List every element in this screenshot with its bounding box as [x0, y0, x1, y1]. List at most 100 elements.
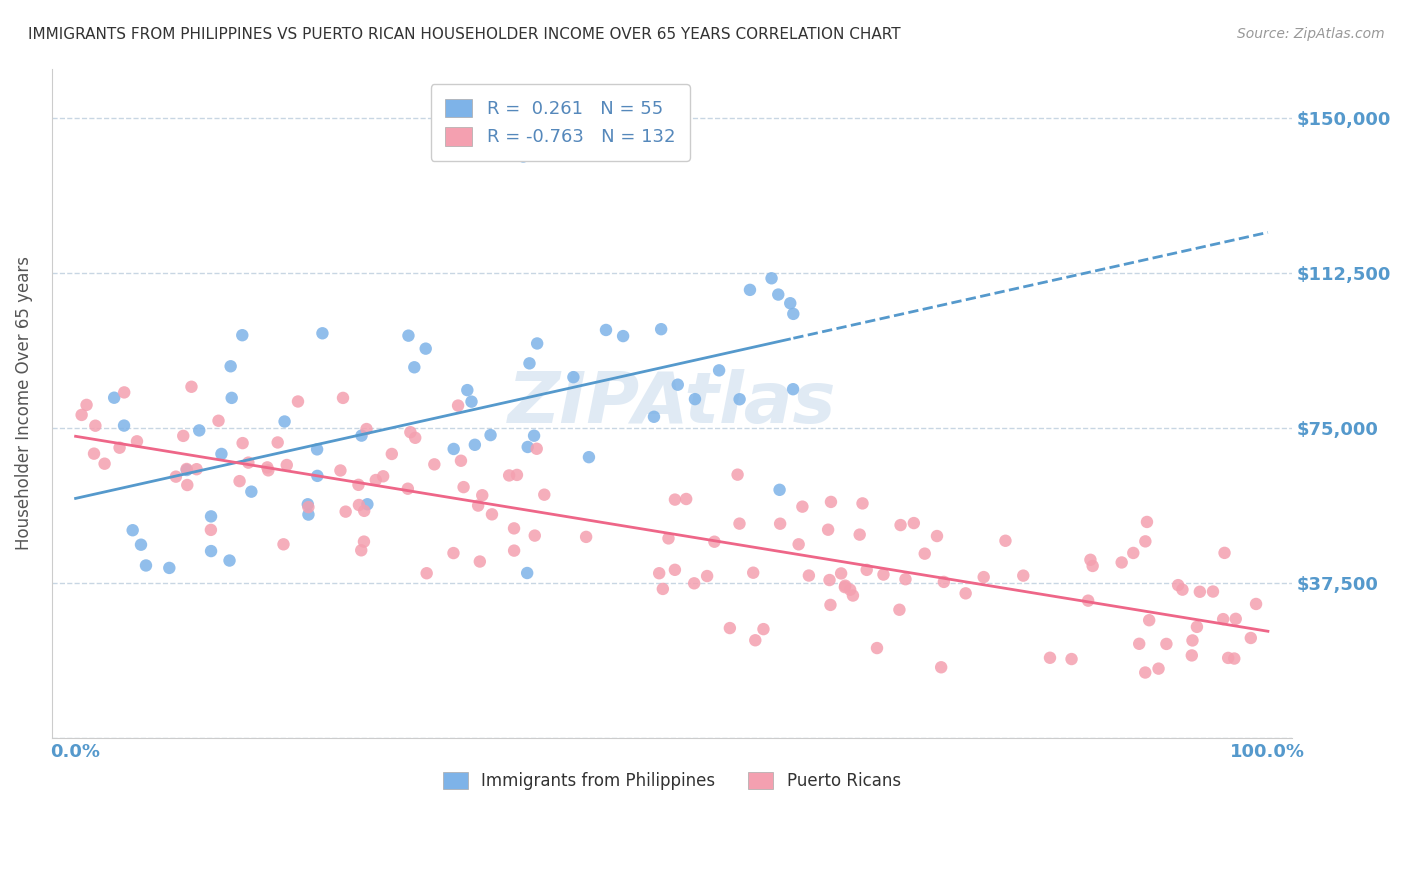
- Point: [396, 482, 419, 496]
- Point: [1181, 648, 1204, 663]
- Legend: Immigrants from Philippines, Puerto Ricans: Immigrants from Philippines, Puerto Rica…: [429, 759, 914, 804]
- Point: [578, 450, 600, 465]
- Point: [890, 518, 912, 533]
- Point: [350, 428, 373, 442]
- Point: [165, 469, 187, 483]
- Point: [650, 322, 672, 336]
- Point: [443, 442, 465, 456]
- Point: [769, 516, 792, 531]
- Point: [1171, 582, 1194, 597]
- Point: [1135, 665, 1157, 680]
- Point: [742, 566, 765, 580]
- Point: [267, 435, 290, 450]
- Point: [866, 641, 889, 656]
- Point: [562, 370, 585, 384]
- Point: [929, 660, 952, 674]
- Point: [1077, 593, 1099, 607]
- Point: [1181, 633, 1204, 648]
- Point: [353, 534, 375, 549]
- Point: [683, 392, 706, 406]
- Point: [307, 442, 329, 457]
- Point: [415, 566, 437, 581]
- Point: [994, 533, 1017, 548]
- Point: [1156, 637, 1178, 651]
- Point: [125, 434, 148, 449]
- Point: [453, 480, 475, 494]
- Point: [1012, 568, 1035, 582]
- Point: [830, 566, 852, 581]
- Point: [512, 149, 534, 163]
- Point: [519, 356, 541, 370]
- Point: [872, 567, 894, 582]
- Point: [752, 622, 775, 636]
- Point: [1188, 584, 1211, 599]
- Point: [108, 441, 131, 455]
- Point: [1039, 650, 1062, 665]
- Point: [238, 456, 260, 470]
- Text: ZIPAtlas: ZIPAtlas: [508, 369, 837, 438]
- Point: [744, 633, 766, 648]
- Point: [761, 271, 783, 285]
- Point: [1080, 553, 1102, 567]
- Point: [176, 478, 198, 492]
- Point: [523, 528, 546, 542]
- Point: [481, 508, 503, 522]
- Point: [83, 447, 105, 461]
- Point: [834, 579, 856, 593]
- Point: [1244, 597, 1267, 611]
- Point: [1167, 578, 1189, 592]
- Point: [103, 391, 125, 405]
- Point: [612, 329, 634, 343]
- Point: [526, 336, 548, 351]
- Point: [256, 460, 278, 475]
- Point: [172, 429, 194, 443]
- Point: [533, 488, 555, 502]
- Point: [450, 454, 472, 468]
- Point: [121, 523, 143, 537]
- Point: [112, 385, 135, 400]
- Point: [219, 359, 242, 374]
- Point: [207, 414, 229, 428]
- Point: [218, 553, 240, 567]
- Point: [675, 491, 697, 506]
- Point: [1223, 651, 1246, 665]
- Point: [297, 508, 319, 522]
- Point: [666, 377, 689, 392]
- Point: [456, 383, 478, 397]
- Point: [925, 529, 948, 543]
- Point: [648, 566, 671, 581]
- Point: [257, 463, 280, 477]
- Point: [1136, 515, 1159, 529]
- Point: [468, 555, 491, 569]
- Point: [779, 296, 801, 310]
- Point: [782, 307, 804, 321]
- Point: [848, 527, 870, 541]
- Point: [503, 543, 526, 558]
- Point: [176, 462, 198, 476]
- Point: [523, 428, 546, 442]
- Point: [738, 283, 761, 297]
- Point: [276, 458, 298, 472]
- Point: [664, 563, 686, 577]
- Point: [460, 394, 482, 409]
- Point: [1111, 556, 1133, 570]
- Point: [1225, 612, 1247, 626]
- Point: [200, 544, 222, 558]
- Point: [820, 495, 842, 509]
- Point: [903, 516, 925, 530]
- Point: [1128, 637, 1150, 651]
- Point: [398, 328, 420, 343]
- Point: [329, 463, 352, 477]
- Point: [1060, 652, 1083, 666]
- Point: [471, 488, 494, 502]
- Point: [894, 572, 917, 586]
- Point: [464, 438, 486, 452]
- Point: [792, 500, 814, 514]
- Point: [273, 537, 295, 551]
- Point: [498, 468, 520, 483]
- Point: [188, 424, 211, 438]
- Point: [347, 498, 370, 512]
- Point: [768, 287, 790, 301]
- Text: Source: ZipAtlas.com: Source: ZipAtlas.com: [1237, 27, 1385, 41]
- Point: [93, 457, 115, 471]
